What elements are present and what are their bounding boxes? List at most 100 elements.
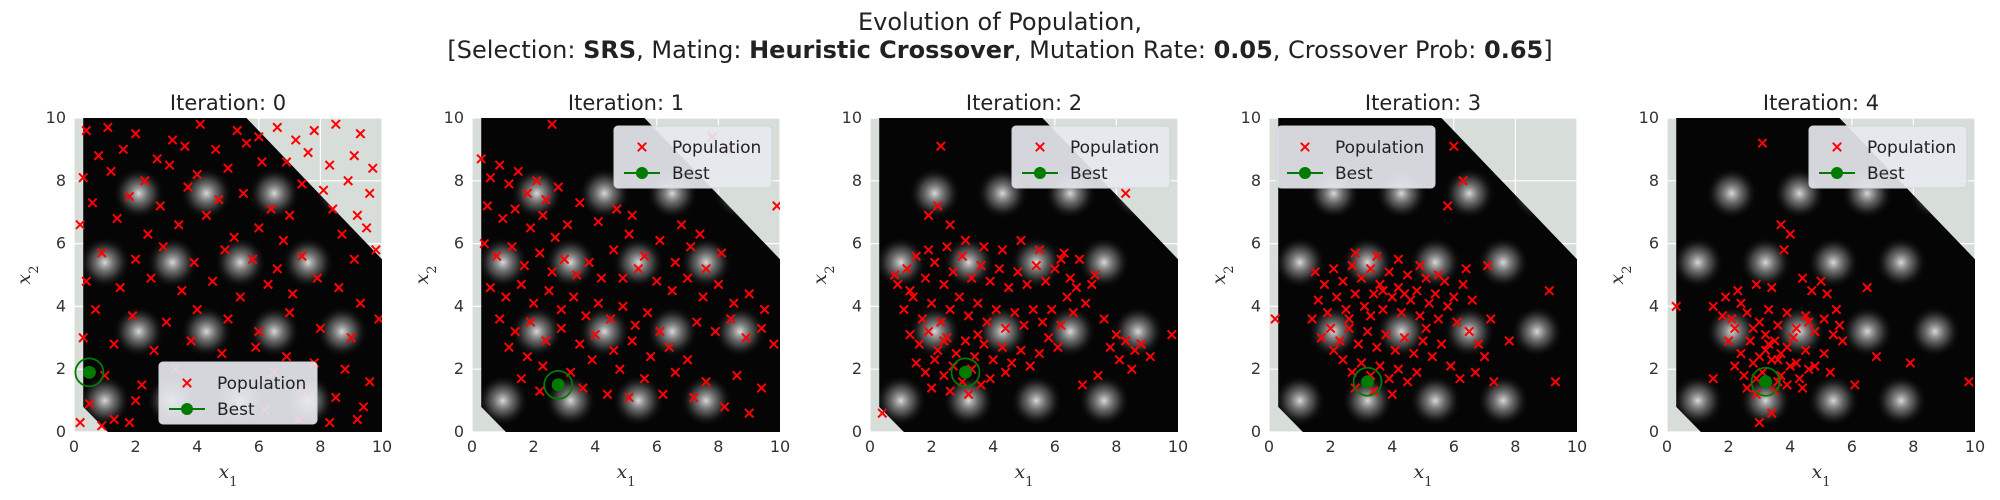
- population-point: [1800, 310, 1811, 321]
- population-point: [1766, 408, 1777, 419]
- population-point: [241, 138, 252, 149]
- legend-best-marker: [624, 167, 660, 179]
- x-tick-label: 10: [1168, 437, 1188, 456]
- population-point: [550, 232, 561, 243]
- legend-best-marker: [1819, 167, 1855, 179]
- population-point: [1708, 301, 1719, 312]
- population-point: [343, 175, 354, 186]
- x-tick-label: 6: [1449, 437, 1459, 456]
- y-tick-label: 8: [56, 171, 66, 190]
- population-point: [284, 307, 295, 318]
- population-point: [1791, 323, 1802, 334]
- population-point: [1785, 361, 1796, 371]
- population-point: [917, 314, 928, 324]
- population-point: [713, 279, 724, 290]
- population-point: [1708, 373, 1719, 384]
- population-point: [1748, 358, 1759, 368]
- population-point: [1791, 358, 1802, 368]
- population-point: [1723, 336, 1734, 346]
- population-point: [1905, 358, 1916, 368]
- y-axis-label: x2: [411, 266, 440, 285]
- population-point: [667, 285, 678, 296]
- population-point: [158, 241, 169, 252]
- x-tick-label: 2: [1326, 437, 1336, 456]
- population-point: [1350, 248, 1361, 258]
- legend-label: Best: [1070, 164, 1108, 184]
- population-point: [1871, 351, 1882, 362]
- population-point: [593, 298, 604, 309]
- y-tick-label: 2: [1251, 359, 1261, 378]
- population-point: [1322, 307, 1333, 318]
- population-point: [229, 232, 240, 243]
- x-tick-label: 8: [713, 437, 723, 456]
- population-point: [932, 201, 943, 211]
- population-point: [1356, 273, 1367, 284]
- population-point: [189, 257, 200, 268]
- population-point: [618, 273, 628, 284]
- population-point: [1056, 320, 1066, 331]
- population-point: [1019, 320, 1029, 331]
- population-point: [905, 285, 915, 296]
- x-tick-label: 0: [467, 437, 477, 456]
- x-tick-label: 4: [988, 437, 998, 456]
- population-point: [1099, 314, 1109, 324]
- population-point: [75, 417, 86, 428]
- y-tick-label: 0: [1251, 422, 1261, 441]
- population-point: [997, 342, 1008, 353]
- population-point: [1111, 329, 1122, 340]
- population-point: [1769, 336, 1780, 346]
- population-point: [1319, 279, 1330, 290]
- population-point: [232, 125, 243, 136]
- x-tick-label: 6: [1050, 437, 1060, 456]
- population-point: [935, 317, 946, 328]
- population-point: [1763, 304, 1774, 315]
- population-point: [1448, 141, 1459, 152]
- population-point: [340, 364, 350, 375]
- population-point: [975, 379, 986, 390]
- population-point: [491, 251, 502, 262]
- population-point: [688, 392, 699, 403]
- population-point: [945, 304, 955, 315]
- population-point: [1800, 345, 1811, 356]
- population-point: [1328, 345, 1339, 356]
- population-point: [216, 348, 227, 359]
- population-point: [914, 339, 925, 349]
- population-point: [173, 219, 184, 230]
- legend-label: Population: [1070, 138, 1159, 158]
- legend-population-marker: [182, 378, 192, 388]
- population-point: [130, 395, 141, 406]
- population-point: [608, 345, 619, 356]
- population-point: [1034, 244, 1045, 255]
- population-point: [93, 150, 104, 161]
- population-point: [485, 282, 496, 293]
- population-point: [522, 351, 533, 362]
- population-point: [1445, 361, 1456, 371]
- population-point: [982, 317, 992, 328]
- population-point: [1365, 263, 1376, 274]
- population-point: [1080, 298, 1091, 309]
- population-point: [1399, 288, 1410, 299]
- population-point: [1751, 279, 1762, 290]
- legend: Population Best: [158, 361, 318, 425]
- x-tick-label: 2: [131, 437, 141, 456]
- legend-label: Population: [1335, 138, 1424, 158]
- x-axis-label: x1: [219, 461, 238, 490]
- population-point: [695, 229, 705, 240]
- x-tick-label: 2: [529, 437, 539, 456]
- y-tick-label: 8: [1649, 171, 1659, 190]
- population-point: [553, 182, 564, 192]
- population-point: [985, 276, 996, 287]
- population-point: [1313, 295, 1324, 306]
- population-point: [624, 392, 634, 403]
- y-tick-label: 6: [1649, 234, 1659, 253]
- population-point: [1461, 263, 1472, 274]
- population-point: [926, 383, 937, 393]
- best-point: [74, 357, 105, 388]
- population-point: [624, 229, 634, 240]
- population-point: [1387, 292, 1398, 302]
- population-point: [1831, 304, 1842, 315]
- population-point: [281, 157, 292, 167]
- population-point: [756, 383, 767, 393]
- population-point: [701, 376, 711, 387]
- population-point: [176, 285, 187, 296]
